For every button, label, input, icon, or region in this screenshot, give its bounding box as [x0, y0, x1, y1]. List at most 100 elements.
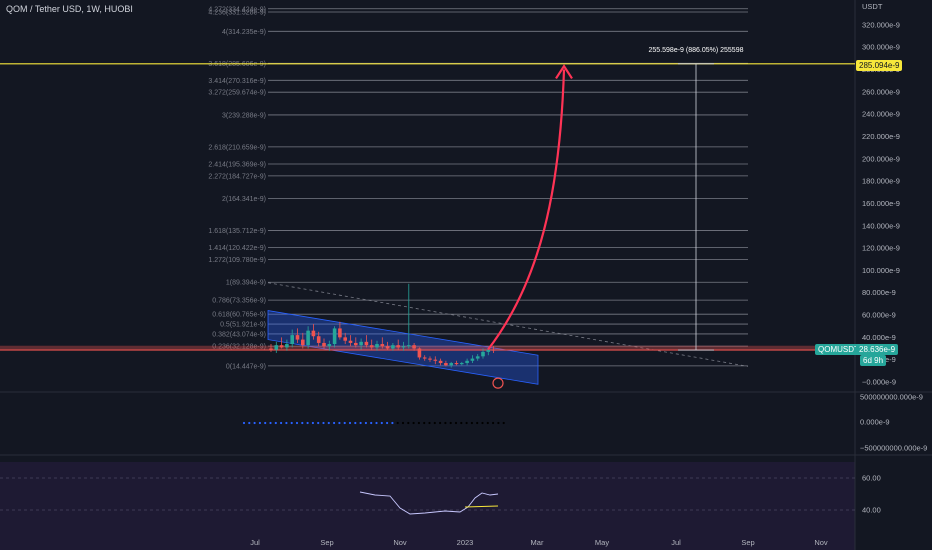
indicator-dot	[412, 421, 415, 425]
fib-level-label: 0(14.447e-9)	[226, 363, 266, 370]
candle-body	[301, 339, 305, 346]
candle-body	[396, 345, 400, 348]
indicator-dot	[280, 421, 283, 425]
candle-body	[407, 345, 411, 347]
indicator-dot	[242, 421, 246, 425]
rsi-panel-background	[0, 462, 855, 550]
time-axis-label: Jul	[671, 538, 681, 547]
price-axis-tick: 220.000e-9	[862, 132, 900, 141]
indicator-axis-tick: −500000000.000e-9	[860, 444, 927, 453]
indicator-dot	[439, 421, 442, 425]
rsi-axis-tick: 40.00	[862, 506, 881, 515]
price-axis-tick: 80.000e-9	[862, 288, 896, 297]
candle-body	[279, 345, 284, 348]
candle-body	[491, 349, 496, 351]
candle-body	[470, 358, 475, 361]
candle-body	[306, 330, 310, 346]
indicator-axis-tick: 0.000e-9	[860, 418, 890, 427]
current-price-badge: 28.636e-9	[856, 344, 899, 355]
candle-body	[444, 363, 448, 366]
time-axis-label: Mar	[531, 538, 544, 547]
indicator-dot	[258, 421, 261, 425]
fib-level-label: 0.236(32.128e-9)	[212, 344, 266, 351]
candle-body	[295, 335, 300, 340]
candle-body	[380, 344, 385, 347]
candle-body	[412, 345, 416, 349]
indicator-dot	[338, 421, 341, 425]
indicator-dot	[486, 421, 489, 425]
indicator-dot	[417, 421, 420, 425]
indicator-dot	[322, 421, 325, 425]
candle-body	[332, 328, 337, 345]
indicator-dot	[311, 421, 314, 425]
price-axis-tick: 40.000e-9	[862, 333, 896, 342]
candle-body	[475, 356, 480, 359]
indicator-dot	[481, 421, 484, 425]
candle-body	[274, 345, 279, 350]
indicator-dot	[327, 421, 330, 425]
indicator-dot	[465, 421, 468, 425]
indicator-dot	[386, 421, 389, 425]
fib-level-label: 0.618(60.765e-9)	[212, 312, 266, 319]
price-axis-tick: 120.000e-9	[862, 244, 900, 253]
price-axis-tick: −0.000e-9	[862, 378, 896, 387]
indicator-dot	[375, 421, 378, 425]
projection-arrow	[487, 69, 566, 351]
fib-level-label: 0.5(51.921e-9)	[220, 322, 266, 329]
candle-body	[460, 363, 464, 365]
candle-body	[338, 328, 342, 338]
price-axis-tick: 180.000e-9	[862, 177, 900, 186]
indicator-dot	[444, 421, 447, 425]
indicator-dot	[285, 421, 288, 425]
price-axis-tick: 60.000e-9	[862, 311, 896, 320]
time-axis-label: May	[595, 538, 609, 547]
fib-level-label: 4.236(331.528e-9)	[208, 10, 266, 17]
indicator-dot	[317, 421, 320, 425]
candle-body	[327, 344, 332, 347]
price-axis-tick: 260.000e-9	[862, 87, 900, 96]
indicator-dot	[497, 421, 500, 425]
measure-label: 255.598e-9 (886.05%) 255598	[649, 47, 744, 54]
fib-level-label: 2.414(195.369e-9)	[208, 161, 266, 168]
time-axis-label: Jul	[250, 538, 260, 547]
fib-level-label: 4.272(334.424e-9)	[208, 6, 266, 13]
candle-body	[428, 358, 432, 360]
indicator-dot	[396, 421, 399, 425]
fib-level-label: 1.272(109.780e-9)	[208, 257, 266, 264]
indicator-dot	[492, 421, 495, 425]
indicator-dot	[306, 421, 309, 425]
indicator-dot	[348, 421, 352, 425]
candle-body	[401, 346, 406, 348]
indicator-dot	[343, 421, 346, 425]
fib-level-label: 1.414(120.422e-9)	[208, 245, 266, 252]
fib-level-label: 1.618(135.712e-9)	[208, 228, 266, 235]
chart-title: QOM / Tether USD, 1W, HUOBI	[6, 4, 133, 14]
candle-body	[391, 345, 395, 349]
candle-body	[316, 336, 321, 343]
symbol-badge: QOMUSDT	[815, 344, 862, 355]
price-axis-tick: 300.000e-9	[862, 43, 900, 52]
candle-body	[422, 357, 427, 359]
candle-body	[348, 340, 353, 343]
rsi-ma-line	[464, 505, 499, 508]
indicator-dot	[359, 421, 362, 425]
indicator-dot	[380, 421, 383, 425]
fib-level-label: 2.618(210.659e-9)	[208, 144, 266, 151]
time-axis-label: Sep	[741, 538, 754, 547]
fib-level-label: 2.272(184.727e-9)	[208, 173, 266, 180]
price-axis-tick: 240.000e-9	[862, 110, 900, 119]
candle-body	[311, 330, 316, 337]
fib-level-label: 1(89.394e-9)	[226, 280, 266, 287]
candle-body	[454, 363, 459, 365]
indicator-dot	[354, 421, 357, 425]
indicator-dot	[502, 421, 505, 425]
event-marker-icon	[492, 377, 504, 389]
indicator-dot	[264, 421, 267, 425]
projection-arrowhead	[555, 64, 573, 80]
indicator-dot	[454, 421, 458, 425]
candle-body	[269, 348, 273, 350]
indicator-dot	[370, 421, 373, 425]
indicator-dot	[364, 421, 367, 425]
candle-body	[417, 348, 422, 358]
